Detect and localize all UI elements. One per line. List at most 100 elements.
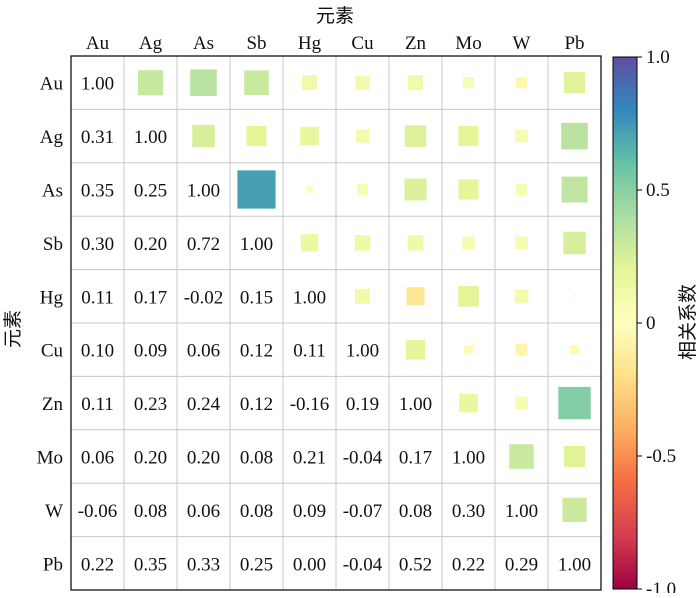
cell-value: 0.11: [81, 394, 114, 415]
y-tick-label: Hg: [40, 287, 64, 308]
cell-square: [459, 393, 478, 413]
cell-square: [408, 75, 423, 91]
cell-value: 0.52: [399, 554, 432, 575]
cell-square: [355, 288, 370, 304]
cell-square: [509, 444, 534, 469]
cell-value: 1.00: [346, 341, 379, 362]
cell-square: [570, 345, 579, 355]
y-tick-label: Mo: [37, 448, 63, 469]
cell-square: [561, 176, 588, 203]
cell-value: 0.08: [134, 501, 167, 522]
y-tick-label: Ag: [40, 127, 64, 148]
cell-square: [357, 184, 368, 195]
y-tick-label: Zn: [42, 394, 64, 415]
y-tick-label: Cu: [41, 341, 64, 362]
cell-value: 1.00: [240, 234, 273, 255]
cell-square: [138, 70, 164, 96]
cell-value: 0.09: [134, 341, 167, 362]
cell-value: 0.23: [134, 394, 167, 415]
cell-value: 0.11: [293, 341, 326, 362]
cell-square: [561, 122, 588, 150]
cell-square: [563, 231, 586, 255]
cell-value: -0.06: [78, 501, 118, 522]
cell-square: [354, 235, 371, 251]
cell-square: [515, 236, 528, 250]
cell-value: 1.00: [187, 181, 220, 202]
cell-value: 0.24: [187, 394, 221, 415]
matrix-tick-labels: Au Ag As Sb Hg Cu Zn Mo W Pb Au Ag As Sb Hg Cu Zn Mo W Pb: [37, 33, 585, 575]
cell-value: 0.08: [399, 501, 432, 522]
cell-value: 0.20: [187, 448, 220, 469]
cell-value: -0.04: [343, 554, 383, 575]
x-tick-label: Cu: [351, 33, 374, 54]
cell-square: [514, 289, 529, 303]
cell-square: [458, 126, 479, 147]
cell-value: 0.21: [293, 448, 326, 469]
cell-square: [300, 234, 319, 252]
cell-square: [562, 497, 587, 522]
cell-square: [246, 126, 267, 147]
y-tick-label: Sb: [43, 234, 63, 255]
cell-square: [515, 396, 528, 410]
cell-value: 1.00: [293, 287, 326, 308]
cell-value: 1.00: [452, 448, 485, 469]
cell-value: 0.20: [134, 234, 167, 255]
cell-value: 0.33: [187, 554, 220, 575]
colorbar-tick-label: -0.5: [646, 446, 676, 467]
cell-square: [306, 186, 313, 193]
cell-value: 0.10: [81, 341, 114, 362]
cell-value: 1.00: [399, 394, 432, 415]
cell-value: 0.22: [452, 554, 485, 575]
cell-value: 0.12: [240, 341, 273, 362]
y-tick-label: Au: [40, 74, 64, 95]
cell-square: [406, 287, 425, 306]
cell-value: -0.04: [343, 448, 383, 469]
y-tick-label: W: [45, 501, 63, 522]
cell-value: 0.06: [187, 501, 220, 522]
cell-value: 0.17: [134, 287, 167, 308]
cell-square: [563, 72, 585, 94]
cell-square: [302, 75, 317, 91]
cell-value: 1.00: [81, 74, 114, 95]
y-tick-label: Pb: [43, 554, 63, 575]
cell-square: [462, 236, 475, 250]
y-tick-label: As: [42, 181, 63, 202]
cell-square: [404, 125, 427, 147]
cell-square: [407, 235, 424, 251]
cell-square: [192, 124, 215, 148]
cell-value: -0.02: [184, 287, 224, 308]
cell-value: 0.31: [81, 127, 114, 148]
cell-value: 0.20: [134, 448, 167, 469]
cell-square: [563, 445, 585, 467]
cell-value: -0.07: [343, 501, 383, 522]
cell-square: [516, 184, 527, 195]
cell-square: [300, 126, 319, 146]
colorbar-ticks: 1.0 0.5 0 -0.5 -1.0: [637, 47, 676, 598]
cell-value: 0.08: [240, 501, 273, 522]
matrix-grid: [71, 56, 601, 590]
colorbar-title: 相关系数: [677, 284, 699, 360]
x-axis-title: 元素: [316, 5, 354, 27]
x-tick-label: W: [513, 33, 531, 54]
cell-square: [558, 386, 591, 420]
cell-value: 0.35: [134, 554, 167, 575]
x-tick-label: Mo: [455, 33, 481, 54]
cell-value: 0.06: [187, 341, 220, 362]
cell-square: [355, 75, 370, 90]
cell-square: [573, 294, 576, 298]
cell-value: 0.00: [293, 554, 326, 575]
cell-value: 1.00: [134, 127, 167, 148]
cell-value: 0.29: [505, 554, 538, 575]
cell-square: [516, 77, 527, 89]
cell-square: [458, 179, 479, 200]
cell-value: 0.12: [240, 394, 273, 415]
cell-value: 0.15: [240, 287, 273, 308]
cell-square: [458, 286, 479, 307]
colorbar-tick-label: 0: [646, 313, 656, 334]
cell-square: [237, 170, 276, 209]
cell-value: 0.08: [240, 448, 273, 469]
cell-value: 1.00: [505, 501, 538, 522]
x-tick-label: Zn: [405, 33, 427, 54]
